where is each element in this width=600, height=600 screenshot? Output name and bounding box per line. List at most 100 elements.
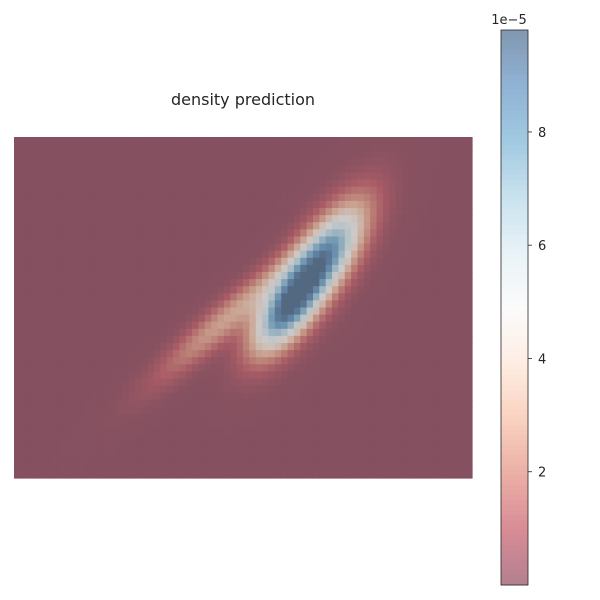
heatmap-cell bbox=[109, 186, 117, 195]
heatmap-cell bbox=[192, 222, 200, 230]
heatmap-cell bbox=[287, 229, 295, 238]
heatmap-cell bbox=[293, 144, 301, 152]
heatmap-cell bbox=[281, 200, 289, 209]
heatmap-cell bbox=[414, 414, 422, 422]
heatmap-cell bbox=[52, 222, 60, 230]
heatmap-cell bbox=[382, 271, 390, 280]
heatmap-cell bbox=[312, 328, 320, 337]
heatmap-cell bbox=[153, 300, 161, 309]
heatmap-cell bbox=[344, 179, 352, 188]
heatmap-cell bbox=[319, 406, 327, 415]
heatmap-cell bbox=[440, 321, 448, 330]
heatmap-cell bbox=[325, 172, 333, 181]
heatmap-cell bbox=[312, 307, 320, 316]
heatmap-cell bbox=[134, 321, 142, 330]
heatmap-cell bbox=[408, 208, 416, 216]
heatmap-cell bbox=[287, 208, 295, 216]
heatmap-cell bbox=[389, 456, 397, 465]
heatmap-cell bbox=[332, 406, 340, 415]
heatmap-cell bbox=[402, 279, 409, 287]
heatmap-cell bbox=[26, 208, 34, 216]
heatmap-cell bbox=[141, 264, 149, 273]
heatmap-cell bbox=[45, 314, 53, 323]
heatmap-cell bbox=[268, 243, 276, 252]
heatmap-cell bbox=[274, 200, 282, 209]
heatmap-cell bbox=[128, 435, 136, 444]
heatmap-cell bbox=[344, 137, 352, 145]
heatmap-cell bbox=[122, 271, 130, 280]
heatmap-cell bbox=[90, 371, 98, 380]
heatmap-cell bbox=[103, 357, 111, 365]
heatmap-cell bbox=[440, 172, 448, 181]
heatmap-cell bbox=[312, 200, 320, 209]
heatmap-cell bbox=[90, 378, 98, 387]
heatmap-cell bbox=[223, 144, 231, 152]
heatmap-cell bbox=[395, 172, 403, 181]
heatmap-cell bbox=[103, 193, 111, 202]
heatmap-cell bbox=[300, 271, 308, 280]
heatmap-cell bbox=[90, 307, 98, 316]
heatmap-cell bbox=[357, 456, 365, 465]
heatmap-cell bbox=[395, 250, 403, 259]
heatmap-cell bbox=[109, 428, 117, 436]
heatmap-cell bbox=[402, 151, 409, 159]
heatmap-cell bbox=[319, 321, 327, 330]
colorbar-strip bbox=[501, 325, 528, 331]
heatmap-cell bbox=[414, 193, 422, 202]
heatmap-cell bbox=[389, 158, 397, 167]
heatmap-cell bbox=[179, 208, 187, 216]
heatmap-cell bbox=[58, 186, 66, 195]
heatmap-cell bbox=[122, 463, 130, 472]
heatmap-cell bbox=[395, 243, 403, 252]
heatmap-cell bbox=[14, 421, 21, 429]
heatmap-cell bbox=[134, 470, 142, 479]
heatmap-cell bbox=[128, 378, 136, 387]
heatmap-cell bbox=[58, 364, 66, 373]
heatmap-cell bbox=[446, 392, 454, 401]
heatmap-cell bbox=[45, 307, 53, 316]
heatmap-cell bbox=[319, 399, 327, 408]
heatmap-cell bbox=[319, 392, 327, 401]
heatmap-cell bbox=[300, 435, 308, 444]
heatmap-cell bbox=[395, 279, 403, 287]
heatmap-cell bbox=[160, 406, 168, 415]
heatmap-cell bbox=[243, 151, 250, 159]
heatmap-cell bbox=[52, 456, 60, 465]
heatmap-cell bbox=[153, 293, 161, 301]
heatmap-cell bbox=[421, 229, 429, 238]
heatmap-cell bbox=[325, 350, 333, 358]
heatmap-cell bbox=[319, 293, 327, 301]
heatmap-cell bbox=[58, 314, 66, 323]
heatmap-cell bbox=[363, 378, 371, 387]
heatmap-cell bbox=[179, 193, 187, 202]
heatmap-cell bbox=[363, 200, 371, 209]
heatmap-cell bbox=[179, 215, 187, 223]
heatmap-cell bbox=[440, 236, 448, 245]
heatmap-cell bbox=[255, 449, 263, 458]
heatmap-cell bbox=[363, 186, 371, 195]
heatmap-cell bbox=[306, 137, 314, 145]
heatmap-cell bbox=[262, 378, 270, 387]
heatmap-cell bbox=[230, 470, 238, 479]
heatmap-cell bbox=[319, 328, 327, 337]
heatmap-cell bbox=[255, 151, 263, 159]
heatmap-cell bbox=[26, 137, 34, 145]
heatmap-cell bbox=[173, 470, 180, 479]
heatmap-cell bbox=[389, 200, 397, 209]
heatmap-cell bbox=[71, 165, 79, 174]
heatmap-cell bbox=[357, 378, 365, 387]
heatmap-cell bbox=[217, 463, 225, 472]
heatmap-cell bbox=[134, 222, 142, 230]
heatmap-cell bbox=[166, 385, 174, 394]
heatmap-cell bbox=[185, 144, 193, 152]
heatmap-cell bbox=[230, 300, 238, 309]
heatmap-cell bbox=[300, 428, 308, 436]
heatmap-cell bbox=[452, 406, 460, 415]
heatmap-cell bbox=[192, 321, 200, 330]
heatmap-cell bbox=[351, 257, 359, 266]
heatmap-cell bbox=[351, 378, 359, 387]
heatmap-cell bbox=[153, 200, 161, 209]
heatmap-cell bbox=[147, 442, 155, 451]
heatmap-cell bbox=[166, 229, 174, 238]
heatmap-cell bbox=[332, 470, 340, 479]
